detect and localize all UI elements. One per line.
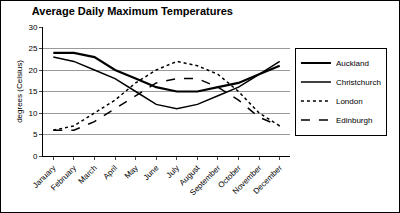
svg-text:September: September: [188, 163, 222, 197]
svg-text:April: April: [102, 163, 120, 181]
svg-text:August: August: [178, 163, 203, 188]
svg-text:Average Daily Maximum Temperat: Average Daily Maximum Temperatures: [32, 5, 233, 17]
svg-text:degrees (Celsius): degrees (Celsius): [15, 60, 24, 123]
svg-text:November: November: [231, 163, 264, 196]
svg-text:January: January: [31, 163, 57, 189]
svg-text:30: 30: [28, 23, 37, 32]
svg-text:5: 5: [33, 130, 38, 139]
svg-text:March: March: [77, 163, 99, 185]
svg-text:October: October: [216, 163, 243, 190]
svg-text:0: 0: [33, 152, 38, 161]
svg-text:July: July: [165, 163, 181, 179]
svg-text:London: London: [336, 97, 363, 106]
svg-text:15: 15: [28, 87, 37, 96]
svg-text:June: June: [142, 163, 161, 182]
svg-text:25: 25: [28, 44, 37, 53]
svg-text:December: December: [251, 163, 284, 196]
svg-text:10: 10: [28, 109, 37, 118]
svg-text:Christchurch: Christchurch: [336, 78, 381, 87]
svg-text:20: 20: [28, 66, 37, 75]
svg-text:May: May: [123, 163, 140, 180]
svg-text:February: February: [49, 163, 78, 192]
svg-text:Edinburgh: Edinburgh: [336, 116, 372, 125]
svg-text:Auckland: Auckland: [336, 59, 369, 68]
